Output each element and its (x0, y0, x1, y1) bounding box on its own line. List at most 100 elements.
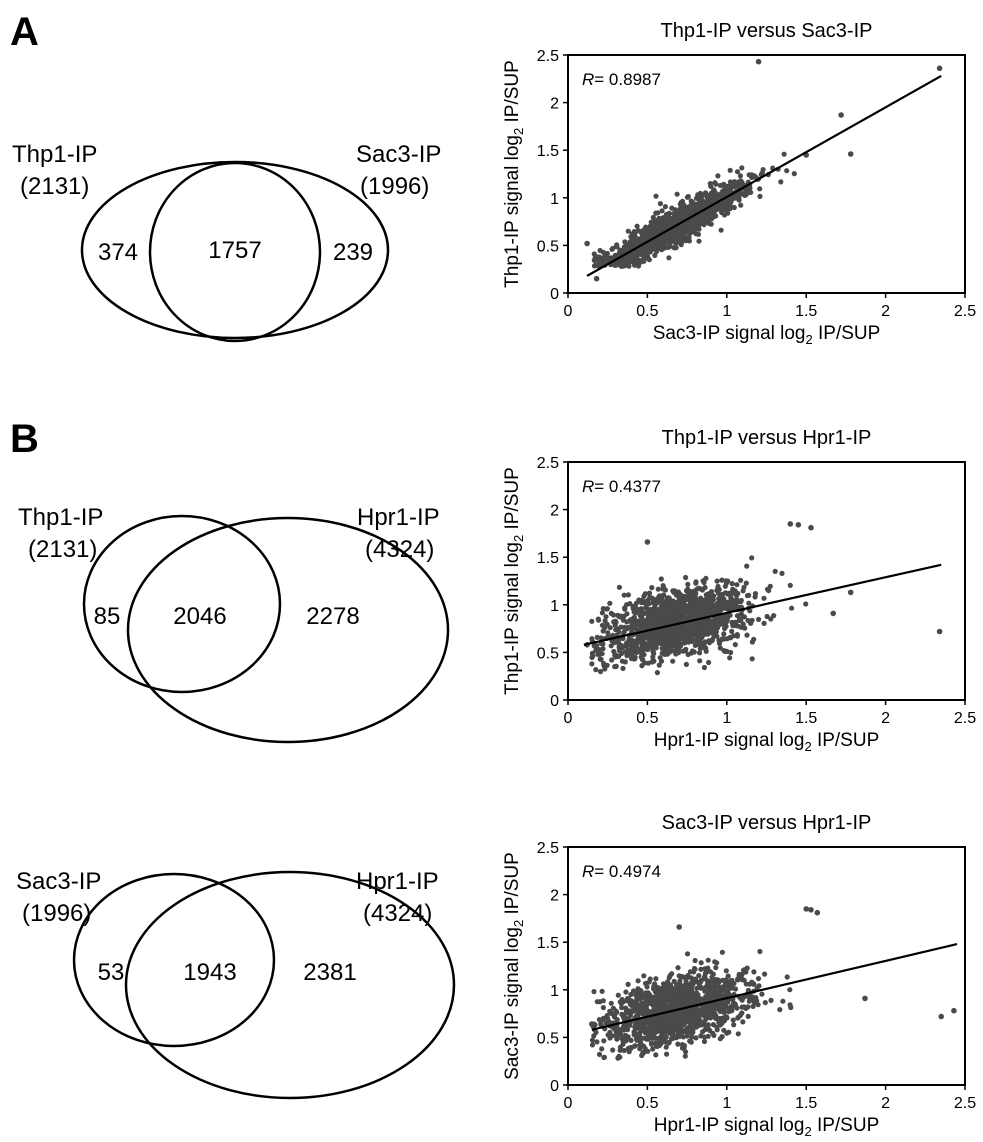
data-point (679, 209, 685, 215)
data-point (616, 584, 623, 590)
data-point (662, 647, 668, 654)
data-point (663, 996, 669, 1002)
data-point (757, 193, 763, 199)
data-point (719, 986, 725, 992)
data-point (625, 981, 631, 988)
data-point (661, 988, 667, 995)
data-point (630, 641, 636, 647)
data-point (612, 652, 618, 659)
data-point (666, 595, 672, 601)
x-tick-label: 1 (722, 1095, 731, 1112)
data-point (630, 603, 636, 610)
data-point-outlier (938, 1013, 944, 1020)
data-point (729, 196, 735, 203)
data-point (595, 651, 601, 658)
data-point (734, 613, 741, 619)
data-point-outlier (847, 151, 854, 157)
data-point (702, 211, 708, 217)
data-point (725, 591, 731, 597)
data-point (719, 636, 725, 642)
data-point (691, 598, 698, 604)
data-point (597, 669, 604, 675)
data-point (656, 662, 662, 668)
data-point (768, 997, 774, 1004)
data-point (622, 649, 628, 655)
data-point (659, 208, 665, 214)
data-point (614, 1025, 620, 1031)
data-point (703, 984, 709, 990)
data-point (694, 985, 700, 991)
data-point (602, 618, 608, 624)
data-point (760, 167, 766, 173)
data-point (591, 989, 597, 995)
data-point (670, 632, 676, 638)
x-axis-label: Sac3-IP signal log2 IP/SUP (653, 323, 881, 347)
data-point (641, 973, 647, 979)
x-tick-label: 0 (564, 1095, 573, 1112)
venn-1-right-total: (1996) (360, 173, 429, 200)
data-point (640, 656, 646, 663)
data-point (718, 191, 724, 197)
data-point (651, 229, 658, 235)
data-point (715, 173, 721, 179)
data-point (656, 1008, 662, 1014)
data-point (675, 1020, 681, 1026)
venn-2-left-name: Thp1-IP (18, 504, 103, 531)
data-point (761, 620, 767, 627)
data-point (709, 988, 715, 994)
data-point (639, 621, 645, 627)
venn-1-right-circle (148, 161, 322, 343)
data-point (672, 588, 678, 594)
data-point (768, 616, 774, 622)
data-point (643, 1018, 649, 1024)
data-point (622, 606, 628, 612)
data-point (623, 989, 629, 995)
data-point (612, 618, 619, 624)
data-point (671, 244, 677, 250)
data-point (729, 581, 735, 587)
data-point (602, 666, 608, 672)
panel-label-a: A (10, 10, 39, 54)
data-point (751, 969, 757, 975)
data-point (707, 979, 713, 985)
data-point (675, 210, 681, 216)
data-point (652, 1015, 658, 1021)
data-point (696, 238, 702, 244)
y-tick-label: 0 (550, 286, 559, 303)
data-point (620, 615, 626, 621)
data-point (683, 229, 690, 235)
data-point (731, 179, 738, 185)
venn-1-left-name: Thp1-IP (12, 141, 97, 168)
data-point (700, 632, 707, 638)
data-point (741, 1004, 747, 1010)
data-point (653, 243, 659, 249)
data-point (695, 231, 702, 237)
data-point (780, 998, 786, 1004)
venn-3-right-name: Hpr1-IP (356, 868, 439, 895)
data-point (603, 614, 609, 620)
data-point (608, 643, 614, 649)
data-point (721, 1015, 727, 1021)
data-point (662, 617, 668, 623)
data-point (628, 1037, 634, 1043)
data-point (748, 620, 754, 626)
data-point (621, 998, 627, 1005)
data-point (687, 1038, 693, 1044)
data-point (725, 973, 731, 979)
data-point (709, 638, 715, 644)
data-point (624, 611, 630, 617)
data-point (803, 601, 809, 607)
data-point (600, 1017, 606, 1023)
data-point (621, 244, 628, 250)
x-tick-label: 2.5 (954, 303, 976, 320)
data-point (598, 1021, 604, 1027)
venn-2-left-circle (82, 514, 282, 694)
x-tick-label: 0 (564, 303, 573, 320)
data-point (695, 192, 701, 198)
data-point (705, 965, 711, 971)
data-point (716, 622, 722, 628)
y-tick-label: 2 (550, 888, 559, 905)
venn-3-left-only: 53 (98, 959, 125, 986)
data-point (676, 1028, 683, 1035)
y-tick-label: 2 (550, 503, 559, 520)
